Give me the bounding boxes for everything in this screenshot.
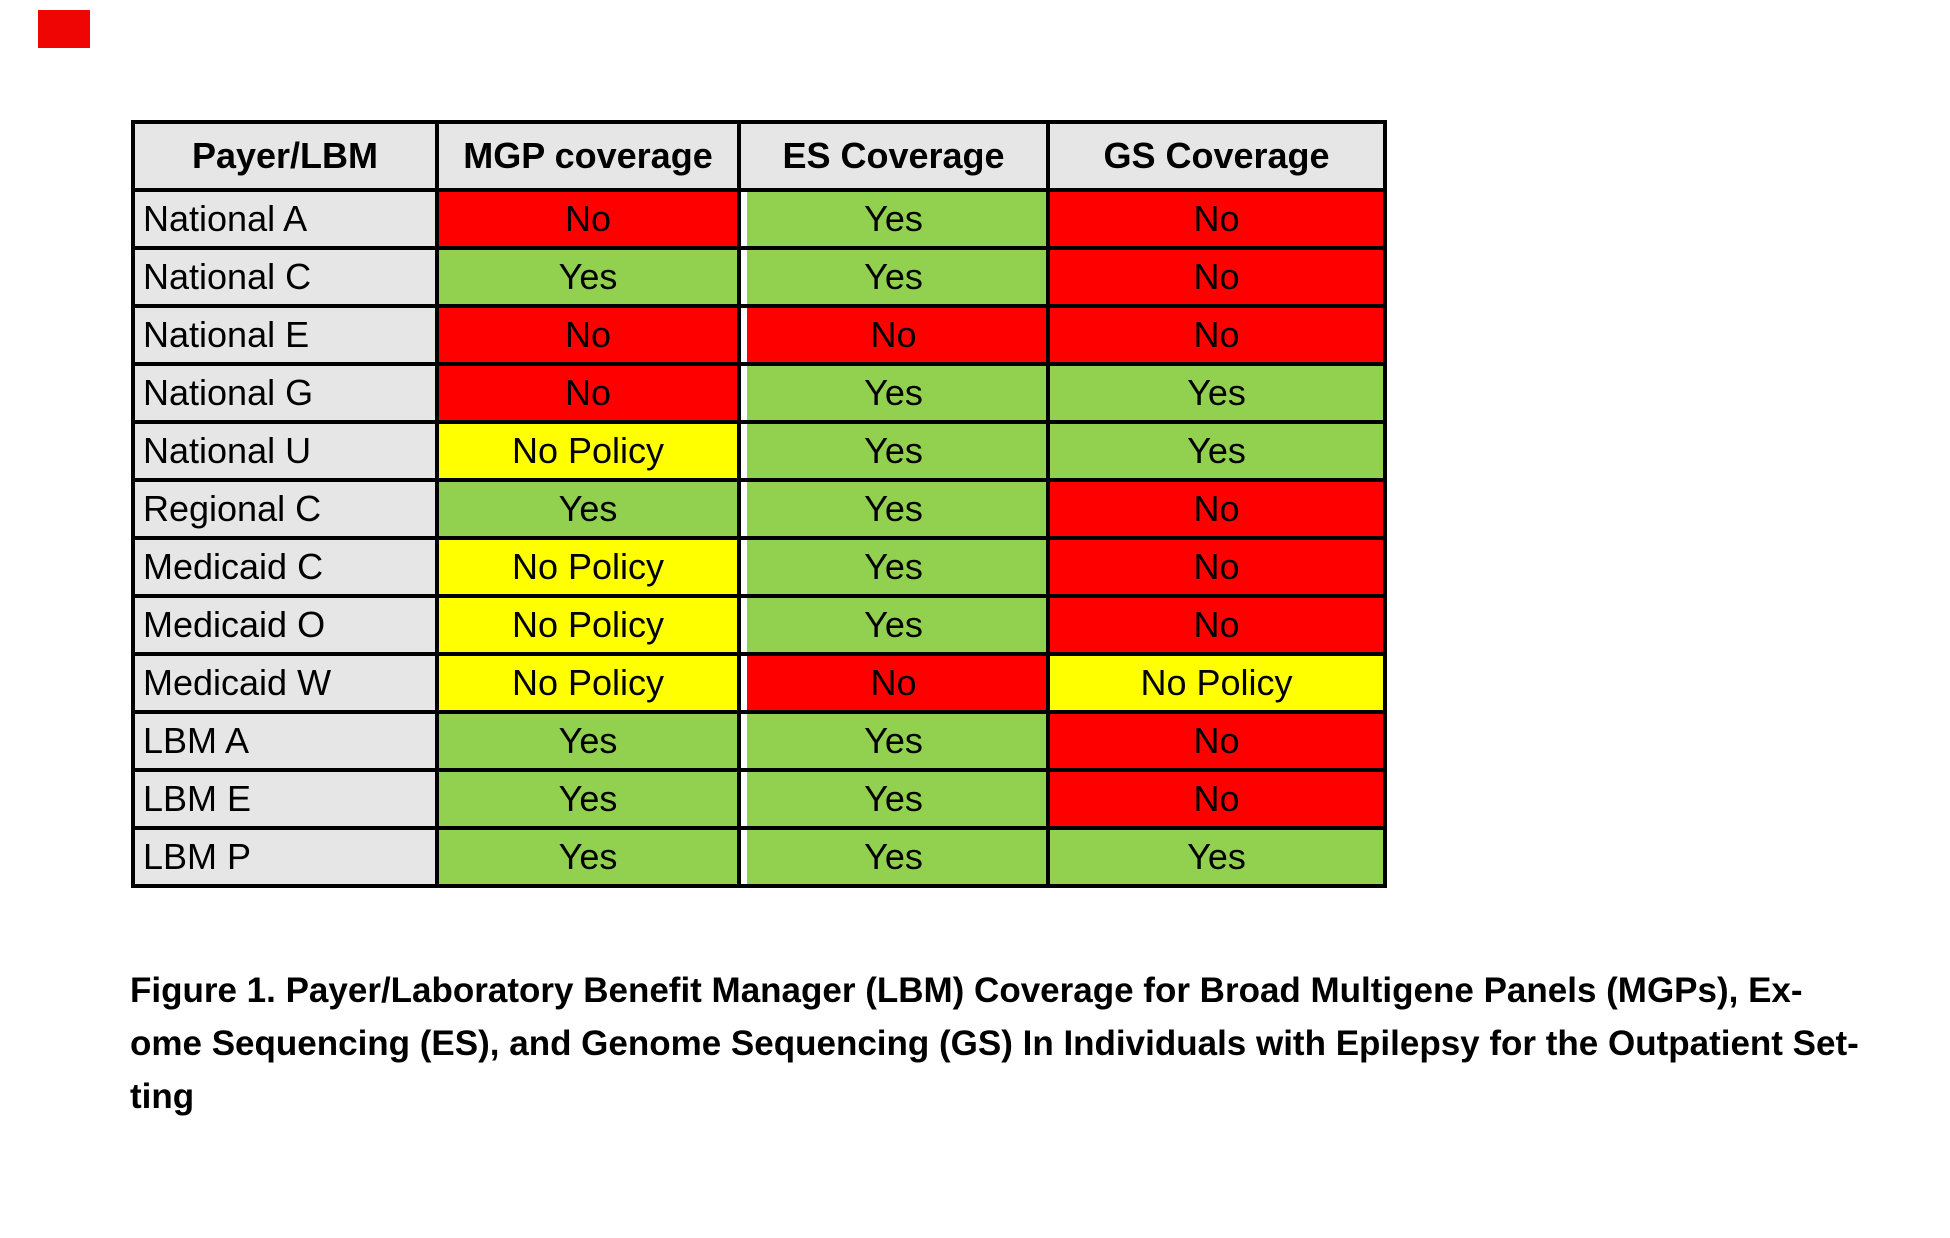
cell-lbm-a-mgp: Yes (435, 710, 741, 772)
cell-national-u-es: Yes (737, 420, 1050, 482)
header-payer-lbm: Payer/LBM (131, 120, 439, 192)
cell-regional-c-gs: No (1046, 478, 1387, 540)
table-row-national-e: National E No No No (131, 304, 1387, 366)
cell-national-e-mgp: No (435, 304, 741, 366)
cell-medicaid-w-mgp: No Policy (435, 652, 741, 714)
table-row-medicaid-w: Medicaid W No Policy No No Policy (131, 652, 1387, 714)
cell-national-a-mgp: No (435, 188, 741, 250)
cell-medicaid-w-gs: No Policy (1046, 652, 1387, 714)
row-label-medicaid-c: Medicaid C (131, 536, 439, 598)
cell-medicaid-o-mgp: No Policy (435, 594, 741, 656)
cell-medicaid-o-es: Yes (737, 594, 1050, 656)
table-row-national-u: National U No Policy Yes Yes (131, 420, 1387, 482)
row-label-lbm-p: LBM P (131, 826, 439, 888)
cell-national-c-gs: No (1046, 246, 1387, 308)
cell-national-e-es: No (737, 304, 1050, 366)
cell-medicaid-c-mgp: No Policy (435, 536, 741, 598)
cell-national-u-gs: Yes (1046, 420, 1387, 482)
table-row-national-a: National A No Yes No (131, 188, 1387, 250)
cell-national-g-es: Yes (737, 362, 1050, 424)
table-row-national-c: National C Yes Yes No (131, 246, 1387, 308)
cell-lbm-p-gs: Yes (1046, 826, 1387, 888)
table-row-regional-c: Regional C Yes Yes No (131, 478, 1387, 540)
table-row-lbm-e: LBM E Yes Yes No (131, 768, 1387, 830)
cell-national-g-mgp: No (435, 362, 741, 424)
header-es-coverage: ES Coverage (737, 120, 1050, 192)
row-label-medicaid-o: Medicaid O (131, 594, 439, 656)
row-label-national-e: National E (131, 304, 439, 366)
cell-national-c-es: Yes (737, 246, 1050, 308)
row-label-national-u: National U (131, 420, 439, 482)
row-label-national-c: National C (131, 246, 439, 308)
cell-national-e-gs: No (1046, 304, 1387, 366)
cell-national-g-gs: Yes (1046, 362, 1387, 424)
cell-lbm-e-es: Yes (737, 768, 1050, 830)
cell-lbm-e-gs: No (1046, 768, 1387, 830)
cell-medicaid-w-es: No (737, 652, 1050, 714)
coverage-table: Payer/LBM MGP coverage ES Coverage GS Co… (131, 120, 1387, 888)
cell-medicaid-c-es: Yes (737, 536, 1050, 598)
cell-national-u-mgp: No Policy (435, 420, 741, 482)
table-row-lbm-a: LBM A Yes Yes No (131, 710, 1387, 772)
cell-lbm-p-es: Yes (737, 826, 1050, 888)
figure-caption: Figure 1. Payer/Laboratory Benefit Manag… (130, 964, 1859, 1123)
row-label-medicaid-w: Medicaid W (131, 652, 439, 714)
row-label-regional-c: Regional C (131, 478, 439, 540)
table-row-lbm-p: LBM P Yes Yes Yes (131, 826, 1387, 888)
cell-national-a-gs: No (1046, 188, 1387, 250)
row-label-national-g: National G (131, 362, 439, 424)
cell-lbm-p-mgp: Yes (435, 826, 741, 888)
cell-lbm-a-es: Yes (737, 710, 1050, 772)
caption-line-1: Figure 1. Payer/Laboratory Benefit Manag… (130, 971, 1803, 1010)
caption-line-2: ome Sequencing (ES), and Genome Sequenci… (130, 1024, 1859, 1063)
row-label-lbm-e: LBM E (131, 768, 439, 830)
cell-medicaid-o-gs: No (1046, 594, 1387, 656)
cell-regional-c-mgp: Yes (435, 478, 741, 540)
header-gs-coverage: GS Coverage (1046, 120, 1387, 192)
red-marker-square (38, 10, 90, 48)
cell-lbm-e-mgp: Yes (435, 768, 741, 830)
cell-lbm-a-gs: No (1046, 710, 1387, 772)
cell-national-c-mgp: Yes (435, 246, 741, 308)
caption-line-3: ting (130, 1077, 195, 1116)
table-row-medicaid-o: Medicaid O No Policy Yes No (131, 594, 1387, 656)
cell-medicaid-c-gs: No (1046, 536, 1387, 598)
table-row-national-g: National G No Yes Yes (131, 362, 1387, 424)
header-mgp-coverage: MGP coverage (435, 120, 741, 192)
cell-national-a-es: Yes (737, 188, 1050, 250)
row-label-national-a: National A (131, 188, 439, 250)
cell-regional-c-es: Yes (737, 478, 1050, 540)
row-label-lbm-a: LBM A (131, 710, 439, 772)
table-row-medicaid-c: Medicaid C No Policy Yes No (131, 536, 1387, 598)
header-row: Payer/LBM MGP coverage ES Coverage GS Co… (131, 120, 1387, 192)
